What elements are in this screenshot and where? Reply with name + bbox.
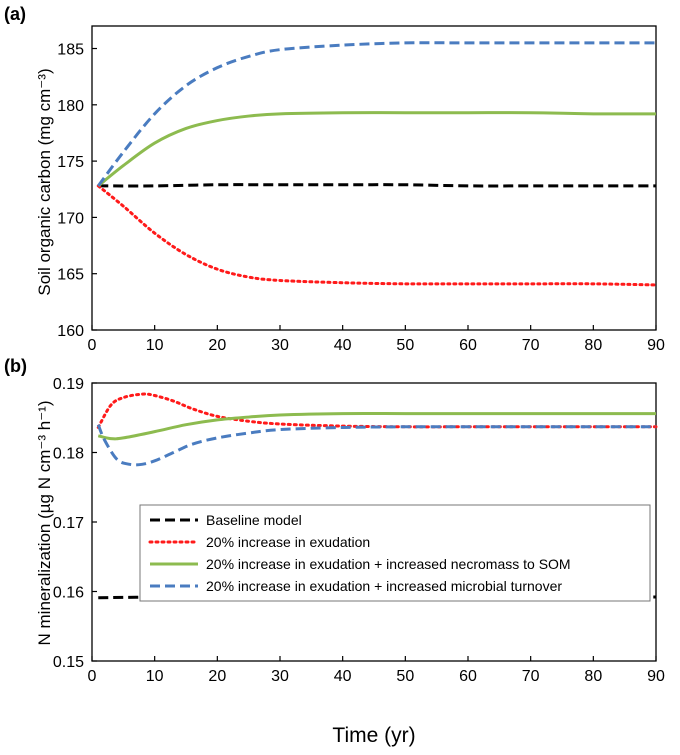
panel-a-y-tick-label: 175: [57, 154, 84, 171]
panel-b-x-tick-label: 90: [647, 668, 665, 685]
panel-b-series-turnover: [96, 424, 656, 467]
panel-a-plot: 0 10 20 30 40 50 60 70 80 90 160 165 170 175 180 185: [57, 25, 665, 354]
panel-b-series-exudation: [96, 392, 658, 429]
panel-b-x-tick-label: 40: [334, 668, 352, 685]
panel-a-y-tick-label: 185: [57, 42, 84, 59]
panel-a-x-tick-label: 70: [522, 337, 540, 354]
panel-a-x-tick-label: 0: [88, 337, 97, 354]
panel-a-x-tick-label: 30: [271, 337, 289, 354]
legend: Baseline model 20% increase in exudation 2…: [139, 504, 651, 602]
panel-a-x-tick-label: 90: [647, 337, 665, 354]
legend-label-baseline: Baseline model: [206, 512, 302, 528]
panel-a-x-tick-label: 10: [146, 337, 164, 354]
legend-box: [139, 504, 651, 602]
panel-b-y-tick-label: 0.17: [53, 515, 84, 532]
panel-b-y-tick-label: 0.15: [53, 654, 84, 671]
panel-a-y-tick-label: 160: [57, 323, 84, 340]
panel-a-series-exudation: [96, 184, 658, 287]
panel-a-x-tick-label: 20: [208, 337, 226, 354]
panel-a-x-tick-label: 50: [396, 337, 414, 354]
panel-a-ylabel: Soil organic carbon (mg cm⁻³): [35, 68, 54, 295]
panel-a-y-tick-label: 180: [57, 98, 84, 115]
panel-b-y-tick-label: 0.19: [53, 376, 84, 393]
panel-b-x-tick-label: 50: [396, 668, 414, 685]
panel-b-x-tick-label: 20: [208, 668, 226, 685]
panel-a-x-tick-label: 60: [459, 337, 477, 354]
panel-a-series-necromass: [97, 111, 657, 188]
panel-a-x-tick-label: 80: [584, 337, 602, 354]
panel-b-x-tick-label: 10: [146, 668, 164, 685]
panel-a-y-tick-label: 165: [57, 267, 84, 284]
panel-b-x-tick-label: 70: [522, 668, 540, 685]
panel-b-tag: (b): [4, 356, 27, 376]
panel-b-x-tick-label: 60: [459, 668, 477, 685]
panel-b-y-tick-label: 0.16: [53, 585, 84, 602]
panel-a: (a) Soil organic carbon (mg cm⁻³) 0 10 20 3…: [4, 4, 665, 354]
legend-label-turnover: 20% increase in exudation + increased mi…: [206, 578, 562, 594]
panel-a-series-baseline: [98, 183, 656, 188]
panel-b-x-tick-label: 30: [271, 668, 289, 685]
panel-b-x-tick-label: 0: [88, 668, 97, 685]
panel-a-series-turnover: [97, 41, 656, 187]
legend-label-necromass: 20% increase in exudation + increased ne…: [206, 556, 571, 572]
legend-label-exudation: 20% increase in exudation: [206, 534, 370, 550]
panel-a-y-tick-label: 170: [57, 210, 84, 227]
panel-b-x-tick-label: 80: [584, 668, 602, 685]
panel-b-ylabel: N mineralization (µg N cm⁻³ h⁻¹): [35, 400, 54, 645]
panel-a-frame: [91, 25, 657, 331]
x-axis-label: Time (yr): [332, 724, 415, 747]
panel-a-tag: (a): [4, 4, 26, 24]
panel-a-x-tick-label: 40: [334, 337, 352, 354]
panel-b-y-tick-label: 0.18: [53, 446, 84, 463]
panel-b-series-necromass: [97, 411, 656, 441]
